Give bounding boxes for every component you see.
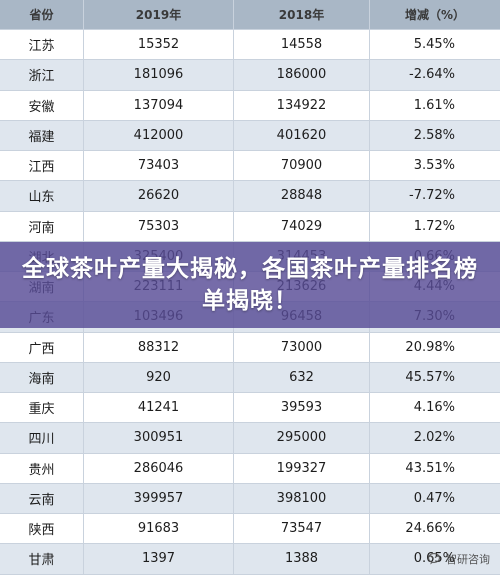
cell-2019: 181096	[84, 60, 234, 90]
cell-2018: 401620	[234, 120, 370, 150]
cell-2018: 1388	[234, 544, 370, 574]
cell-change: 0.65%	[413, 551, 455, 567]
cell-2019: 91683	[84, 514, 234, 544]
cell-2018: 73000	[234, 332, 370, 362]
cell-change: 45.57%	[405, 369, 455, 385]
cell-change: 2.58%	[413, 127, 455, 143]
cell-2018: 39593	[234, 393, 370, 423]
table-row: 广西 88312 73000 20.98%	[0, 332, 500, 363]
table-row: 陕西 91683 73547 24.66%	[0, 514, 500, 545]
cell-2018: 295000	[234, 423, 370, 453]
cell-province: 福建	[0, 120, 84, 150]
table-row: 重庆 41241 39593 4.16%	[0, 393, 500, 424]
table-row: 云南 399957 398100 0.47%	[0, 483, 500, 514]
cell-province: 陕西	[0, 514, 84, 544]
cell-2018: 186000	[234, 60, 370, 90]
table-row: 江西 73403 70900 3.53%	[0, 151, 500, 182]
cell-2019: 73403	[84, 151, 234, 181]
cell-province: 重庆	[0, 393, 84, 423]
cell-2018: 74029	[234, 211, 370, 241]
cell-province: 甘肃	[0, 544, 84, 574]
cell-2018: 632	[234, 362, 370, 392]
table-row: 安徽 137094 134922 1.61%	[0, 90, 500, 121]
cell-2019: 286046	[84, 453, 234, 483]
title-banner: 全球茶叶产量大揭秘，各国茶叶产量排名榜单揭晓！	[0, 242, 500, 328]
cell-2018: 73547	[234, 514, 370, 544]
cell-2019: 1397	[84, 544, 234, 574]
header-province: 省份	[0, 0, 84, 29]
cell-province: 云南	[0, 483, 84, 513]
cell-2019: 137094	[84, 90, 234, 120]
cell-2018: 134922	[234, 90, 370, 120]
table-row: 甘肃 1397 1388 0.65%	[0, 544, 500, 575]
cell-province: 山东	[0, 181, 84, 211]
cell-change: -7.72%	[409, 188, 455, 204]
cell-change: 2.02%	[413, 430, 455, 446]
cell-province: 海南	[0, 362, 84, 392]
table-header-row: 省份 2019年 2018年 增减（%）	[0, 0, 500, 30]
cell-2018: 14558	[234, 30, 370, 60]
cell-change: 1.61%	[413, 97, 455, 113]
table-row: 贵州 286046 199327 43.51%	[0, 453, 500, 484]
cell-province: 河南	[0, 211, 84, 241]
watermark-text: 智研咨询	[446, 553, 490, 566]
table-row: 四川 300951 295000 2.02%	[0, 423, 500, 454]
cell-change: 20.98%	[405, 339, 455, 355]
cell-2019: 88312	[84, 332, 234, 362]
cell-change: 3.53%	[413, 158, 455, 174]
table-row: 河南 75303 74029 1.72%	[0, 211, 500, 242]
cell-province: 江西	[0, 151, 84, 181]
cell-change: 43.51%	[405, 460, 455, 476]
cell-2019: 412000	[84, 120, 234, 150]
cell-2019: 920	[84, 362, 234, 392]
cell-2019: 399957	[84, 483, 234, 513]
cell-2019: 26620	[84, 181, 234, 211]
cell-2019: 300951	[84, 423, 234, 453]
cell-change: 1.72%	[413, 218, 455, 234]
cell-change: 4.16%	[413, 400, 455, 416]
cell-2019: 75303	[84, 211, 234, 241]
cell-2018: 28848	[234, 181, 370, 211]
header-2019: 2019年	[84, 0, 234, 29]
table-row: 山东 26620 28848 -7.72%	[0, 181, 500, 212]
cell-2018: 70900	[234, 151, 370, 181]
cell-change: -2.64%	[409, 67, 455, 83]
watermark: 智研咨询	[428, 551, 490, 567]
cell-province: 安徽	[0, 90, 84, 120]
wechat-icon	[428, 552, 441, 565]
table-row: 浙江 181096 186000 -2.64%	[0, 60, 500, 91]
cell-change: 0.47%	[413, 490, 455, 506]
cell-province: 四川	[0, 423, 84, 453]
cell-province: 江苏	[0, 30, 84, 60]
cell-change: 24.66%	[405, 521, 455, 537]
cell-province: 广西	[0, 332, 84, 362]
cell-2019: 15352	[84, 30, 234, 60]
table-row: 海南 920 632 45.57%	[0, 362, 500, 393]
table-row: 江苏 15352 14558 5.45%	[0, 30, 500, 61]
header-change: 增减（%）	[404, 8, 466, 22]
header-2018: 2018年	[234, 0, 370, 29]
cell-2018: 398100	[234, 483, 370, 513]
cell-province: 浙江	[0, 60, 84, 90]
cell-change: 5.45%	[413, 37, 455, 53]
cell-2019: 41241	[84, 393, 234, 423]
table-row: 福建 412000 401620 2.58%	[0, 120, 500, 151]
cell-province: 贵州	[0, 453, 84, 483]
cell-2018: 199327	[234, 453, 370, 483]
banner-title: 全球茶叶产量大揭秘，各国茶叶产量排名榜单揭晓！	[22, 256, 478, 314]
